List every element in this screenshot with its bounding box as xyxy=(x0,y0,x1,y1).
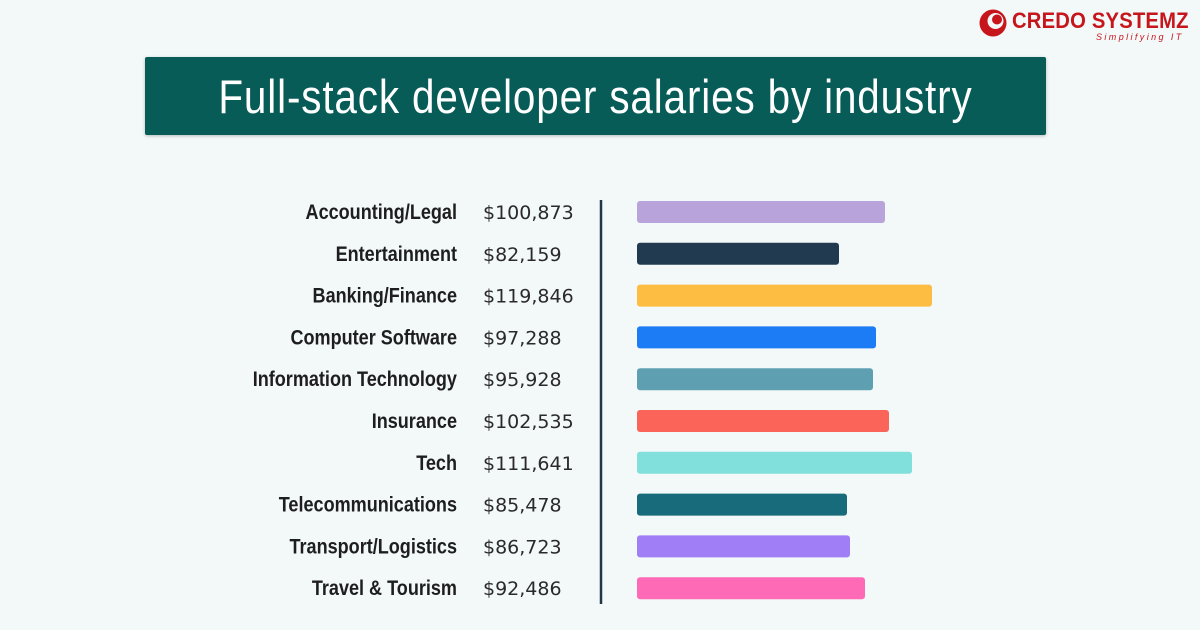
title-banner: Full-stack developer salaries by industr… xyxy=(145,57,1046,135)
category-label-entertainment: Entertainment xyxy=(336,243,458,267)
category-label-insurance: Insurance xyxy=(372,410,457,434)
category-label-transport-logistics: Transport/Logistics xyxy=(289,535,457,559)
bar-transport-logistics xyxy=(637,535,850,558)
bar-banking-finance xyxy=(637,284,932,307)
category-label-travel-tourism: Travel & Tourism xyxy=(312,577,457,601)
category-label-telecommunications: Telecommunications xyxy=(279,493,457,517)
value-label-information-technology: $95,928 xyxy=(483,369,562,391)
category-labels: Accounting/Legal Entertainment Banking/Fin… xyxy=(253,201,458,601)
value-label-travel-tourism: $92,486 xyxy=(483,578,562,600)
bars xyxy=(637,201,932,600)
category-label-computer-software: Computer Software xyxy=(290,326,457,350)
value-label-accounting-legal: $100,873 xyxy=(483,202,574,224)
brand-logo-icon xyxy=(979,9,1007,37)
category-label-tech: Tech xyxy=(416,452,457,476)
value-label-computer-software: $97,288 xyxy=(483,327,562,349)
value-label-entertainment: $82,159 xyxy=(483,244,562,266)
category-label-accounting-legal: Accounting/Legal xyxy=(306,201,457,225)
bar-insurance xyxy=(637,410,889,432)
brand-name: CREDO SYSTEMZ xyxy=(1012,8,1189,33)
brand-tagline: Simplifying IT xyxy=(1096,32,1184,42)
bar-tech xyxy=(637,451,912,474)
bar-telecommunications xyxy=(637,493,847,516)
bar-entertainment xyxy=(637,242,839,265)
value-label-transport-logistics: $86,723 xyxy=(483,536,562,558)
bar-travel-tourism xyxy=(637,577,865,600)
value-labels: $100,873 $82,159 $119,846 $97,288 $95,928 $10… xyxy=(483,202,574,600)
brand-logo: CREDO SYSTEMZ Simplifying IT xyxy=(978,6,1189,46)
bar-information-technology xyxy=(637,368,873,391)
value-label-tech: $111,641 xyxy=(483,453,574,475)
value-label-banking-finance: $119,846 xyxy=(483,286,574,308)
category-label-banking-finance: Banking/Finance xyxy=(313,284,458,308)
value-label-insurance: $102,535 xyxy=(483,411,574,433)
value-label-telecommunications: $85,478 xyxy=(483,495,562,517)
chart-title: Full-stack developer salaries by industr… xyxy=(218,69,973,123)
bar-computer-software xyxy=(637,326,876,349)
bar-accounting-legal xyxy=(637,201,885,223)
category-label-information-technology: Information Technology xyxy=(253,368,457,392)
